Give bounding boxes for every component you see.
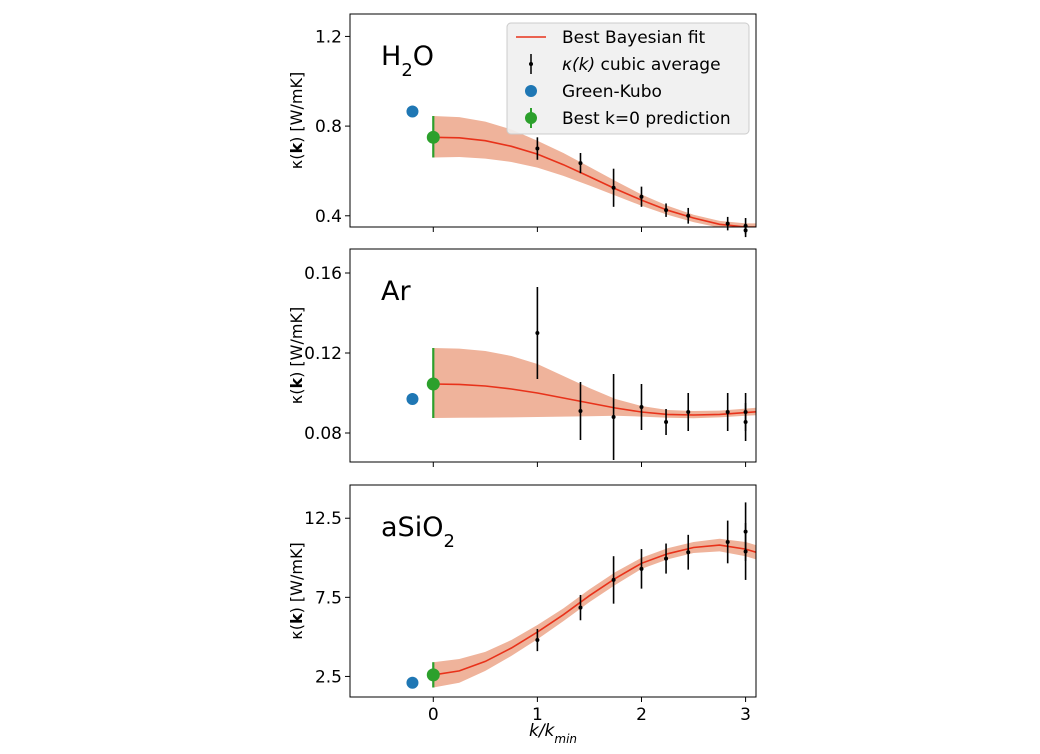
y-tick-label: 0.12: [304, 344, 342, 364]
y-axis-label: κ(k) [W/mK]: [287, 542, 306, 639]
panel-label: aSiO2: [381, 512, 455, 552]
chart-panel-ar: 0.08 0.12 0.16 Ar κ(k) [W/mK]: [287, 248, 757, 467]
cubic-average-point: [743, 420, 748, 424]
cubic-average-point: [535, 638, 540, 643]
cubic-average-point: [686, 213, 691, 218]
cubic-average-point: [578, 605, 583, 610]
legend-label-cubic-average: κ(k) cubic average: [562, 55, 721, 75]
x-tick-label: 2: [636, 705, 647, 725]
cubic-average-point: [725, 539, 730, 544]
y-tick-label: 2.5: [315, 667, 342, 687]
fit-uncertainty-band: [433, 348, 756, 419]
panel-label: Ar: [381, 276, 411, 307]
k0-prediction-point: [426, 130, 440, 144]
legend-swatch-green-kubo: [525, 85, 537, 97]
cubic-average-point: [743, 549, 748, 554]
green-kubo-point: [406, 105, 419, 118]
cubic-average-point: [725, 221, 730, 226]
y-tick-label: 0.4: [315, 207, 342, 227]
x-tick-label: 3: [740, 705, 751, 725]
cubic-average-point: [578, 161, 583, 166]
best-bayesian-fit-line: [433, 544, 756, 676]
legend-box: [506, 22, 750, 135]
k0-prediction-point: [426, 668, 440, 682]
k0-prediction-point: [426, 377, 440, 391]
best-bayesian-fit-line: [433, 136, 756, 227]
cubic-average-point: [664, 208, 669, 213]
cubic-average-point: [664, 556, 669, 561]
cubic-average-point: [639, 566, 644, 571]
y-tick-label: 7.5: [315, 588, 342, 608]
cubic-average-point: [664, 420, 669, 424]
y-tick-label: 0.16: [304, 264, 342, 284]
green-kubo-point: [406, 676, 419, 689]
y-tick-label: 0.08: [304, 424, 342, 444]
fit-uncertainty-band: [433, 116, 756, 227]
fit-uncertainty-band: [433, 538, 756, 688]
plot-frame: [349, 248, 757, 463]
cubic-average-point: [611, 185, 616, 190]
x-axis-label: k/kmin: [529, 721, 577, 746]
legend-label-green-kubo: Green-Kubo: [562, 82, 662, 102]
legend-label-k0-prediction: Best k=0 prediction: [562, 109, 731, 129]
y-tick-label: 0.8: [315, 117, 342, 137]
legend-swatch-cubic-average-dot: [529, 62, 533, 66]
cubic-average-point: [535, 331, 540, 335]
panel-label: H2O: [381, 41, 434, 81]
legend-swatch-k0-prediction: [525, 112, 537, 124]
chart-panel-h2o: 0.4 0.8 1.2 H2O κ(k) [W/mK] Best Bayesian …: [287, 13, 757, 238]
cubic-average-point: [639, 194, 644, 199]
cubic-average-point: [535, 146, 540, 151]
x-tick-label: 0: [428, 705, 439, 725]
y-tick-label: 12.5: [304, 509, 342, 529]
cubic-average-point: [686, 550, 691, 555]
cubic-average-point: [578, 409, 583, 413]
best-bayesian-fit-line: [433, 383, 756, 416]
y-axis-label: κ(k) [W/mK]: [287, 72, 306, 169]
chart-panel-asio2: 2.5 7.5 12.5 0 1 2 3 aSiO2 κ(k) [W/mK] k/kmin: [287, 484, 757, 746]
plot-frame: [349, 484, 757, 698]
plot-frame: [349, 13, 757, 228]
y-tick-label: 1.2: [315, 27, 342, 47]
cubic-average-point: [686, 410, 691, 414]
cubic-average-point: [639, 405, 644, 409]
y-axis-label: κ(k) [W/mK]: [287, 307, 306, 404]
green-kubo-point: [406, 393, 419, 405]
legend: Best Bayesian fit κ(k) cubic average Gre…: [506, 22, 750, 135]
x-tick-label: 1: [532, 705, 543, 725]
legend-label-fit: Best Bayesian fit: [562, 28, 706, 48]
cubic-average-point: [611, 415, 616, 419]
cubic-average-point: [611, 577, 616, 582]
cubic-average-point: [725, 410, 730, 414]
